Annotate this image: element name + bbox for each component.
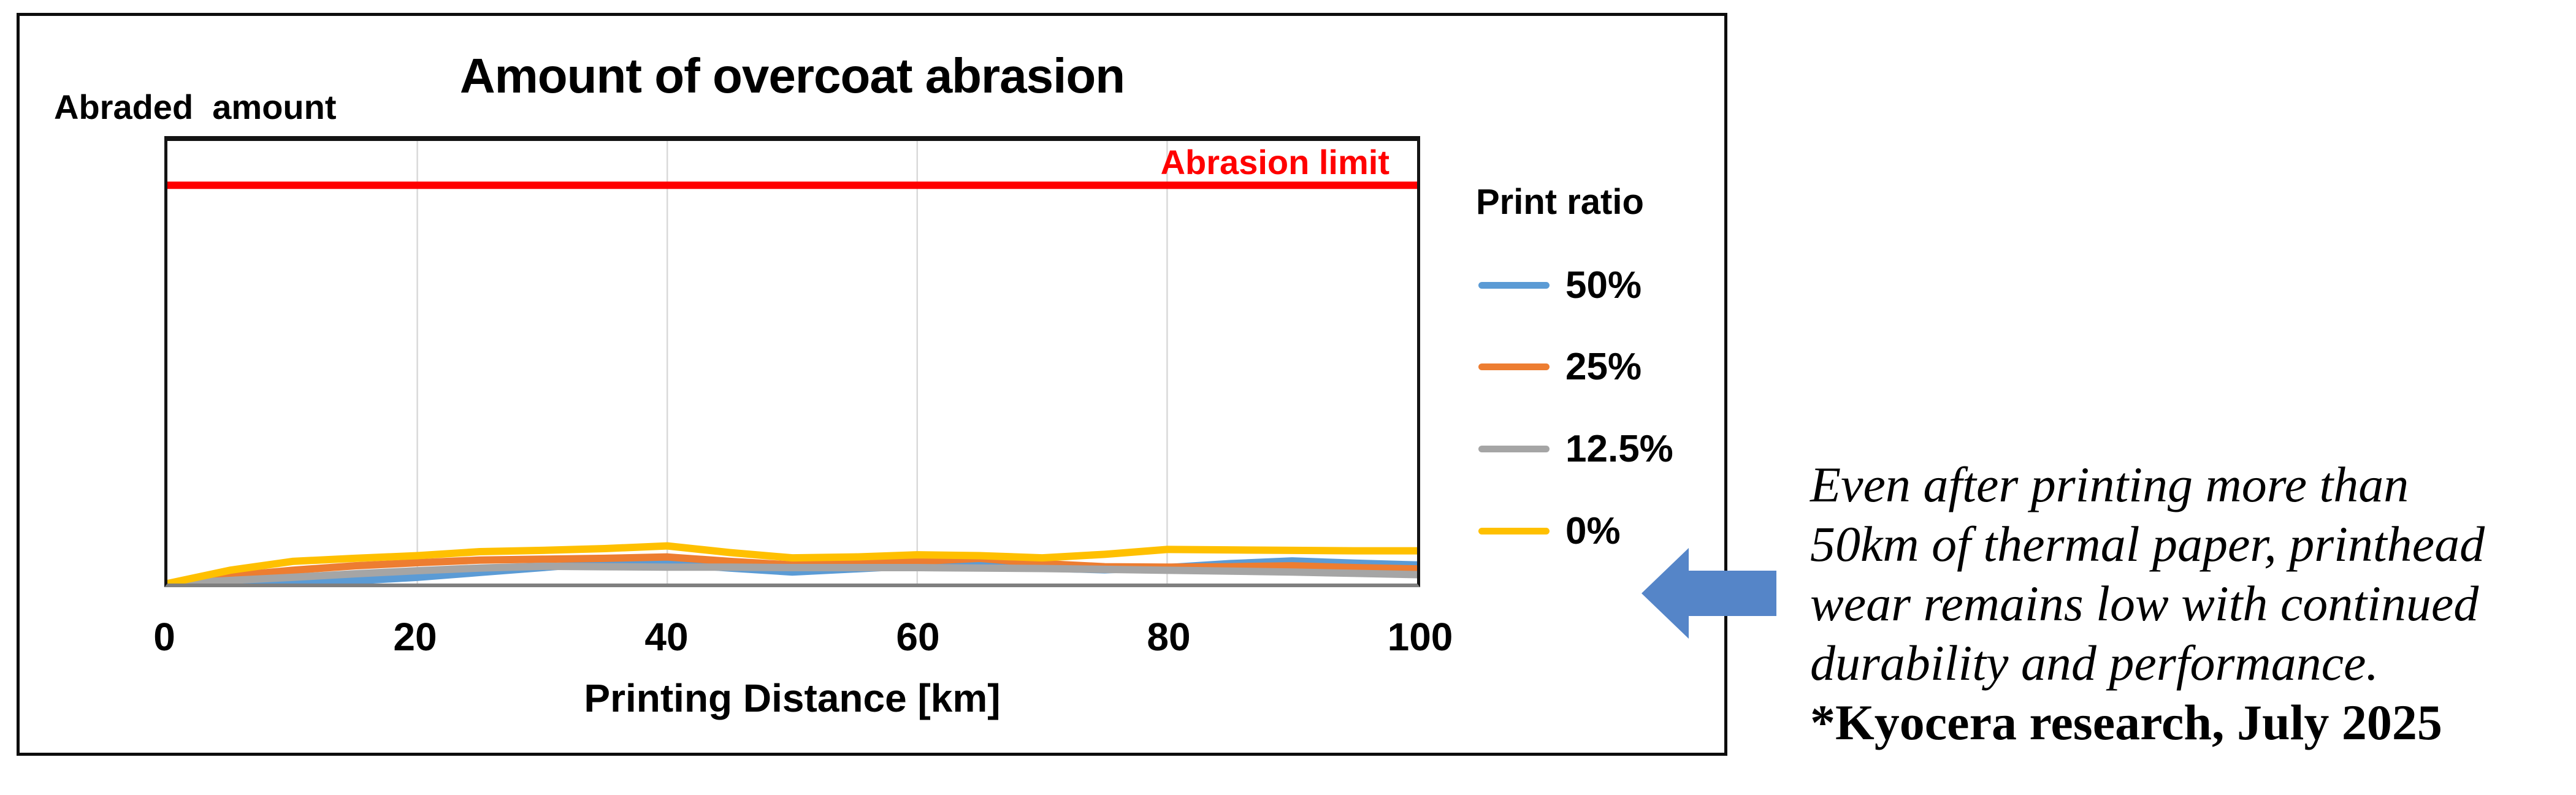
x-tick-40: 40: [644, 615, 689, 659]
annotation-line-2: 50km of thermal paper, printhead: [1810, 516, 2485, 572]
annotation-line-4: durability and performance.: [1810, 635, 2379, 691]
y-axis-label: Abraded amount: [54, 88, 337, 126]
legend-item-50: 50%: [1478, 263, 1642, 307]
legend-swatch-12-5: [1478, 445, 1550, 452]
x-tick-60: 60: [896, 615, 940, 659]
legend-label-25: 25%: [1565, 345, 1642, 388]
x-tick-100: 100: [1387, 615, 1453, 659]
x-tick-80: 80: [1147, 615, 1191, 659]
legend-swatch-50: [1478, 281, 1550, 289]
annotation-citation: *Kyocera research, July 2025: [1810, 694, 2442, 750]
legend-label-50: 50%: [1565, 264, 1642, 306]
plot-area: Abrasion limit: [164, 136, 1420, 587]
legend-title: Print ratio: [1476, 182, 1644, 222]
legend-swatch-0: [1478, 527, 1550, 534]
plot-canvas: [167, 141, 1417, 584]
legend-swatch-25: [1478, 363, 1550, 370]
legend-item-0: 0%: [1478, 509, 1621, 553]
legend-item-25: 25%: [1478, 344, 1642, 389]
chart-title: Amount of overcoat abrasion: [459, 48, 1125, 103]
legend-item-12-5: 12.5%: [1478, 427, 1673, 471]
abrasion-limit-label: Abrasion limit: [1160, 143, 1389, 181]
x-tick-20: 20: [393, 615, 437, 659]
annotation-line-3: wear remains low with continued: [1810, 576, 2479, 631]
legend-label-0: 0%: [1565, 509, 1621, 552]
x-tick-0: 0: [153, 615, 175, 659]
chart-panel: Amount of overcoat abrasion Abraded amou…: [17, 13, 1727, 756]
left-block-arrow-icon: [1642, 548, 1776, 639]
annotation-line-1: Even after printing more than: [1810, 457, 2409, 512]
annotation-block: Even after printing more than 50km of th…: [1810, 455, 2576, 752]
legend-label-12-5: 12.5%: [1565, 427, 1673, 470]
x-axis-title: Printing Distance [km]: [584, 676, 1001, 720]
